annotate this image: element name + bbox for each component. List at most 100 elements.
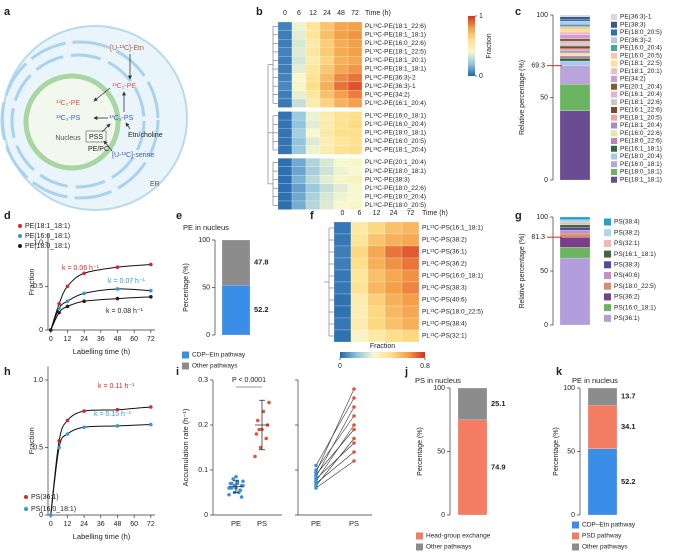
heat-cell <box>350 221 369 235</box>
heat-cell <box>350 305 369 319</box>
bar-segment <box>559 65 591 85</box>
annotation: k = 0.06 h⁻¹ <box>62 265 100 272</box>
legend-swatch <box>611 21 617 28</box>
bar-segment <box>587 448 618 516</box>
column-label: 12 <box>309 10 317 17</box>
bar-segment <box>559 257 591 326</box>
heat-cell <box>401 233 420 247</box>
heat-cell <box>347 81 363 91</box>
legend-swatch <box>611 122 617 129</box>
column-label: 24 <box>323 10 331 17</box>
bar-segment <box>559 58 591 62</box>
data-point <box>149 422 153 427</box>
bar-segment <box>559 31 591 35</box>
row-label: PL¹³C-PE(20:1_20:4) <box>365 159 426 166</box>
data-point <box>255 418 260 423</box>
panel-label: g <box>515 210 522 222</box>
heat-cell <box>347 90 363 100</box>
row-label: PL¹³C-PS(36:1) <box>422 249 467 256</box>
legend-label: PE(36:3)-2 <box>620 37 652 44</box>
row-label: PL¹³C-PE(18:1_18:1) <box>365 32 426 39</box>
legend-swatch <box>611 83 617 90</box>
data-point <box>267 400 271 405</box>
heat-cell <box>291 98 307 108</box>
legend-label: PE(18:0_22:6) <box>620 138 662 145</box>
bar-segment <box>559 16 591 20</box>
legend-label: PS(38:4) <box>614 219 640 226</box>
bar-segment <box>559 50 591 54</box>
heat-cell <box>291 137 307 146</box>
heat-cell <box>333 183 349 193</box>
heat-cell <box>291 145 307 155</box>
y-tick-label: 100 <box>536 12 548 19</box>
er-ring <box>10 53 146 189</box>
legend-swatch <box>611 107 617 113</box>
legend-label: PE(34:2) <box>620 76 646 83</box>
heat-cell <box>277 98 293 108</box>
panel-label: f <box>310 210 314 222</box>
bar-segment <box>221 285 251 336</box>
annotation: k = 0.11 h⁻¹ <box>98 383 135 390</box>
x-tick-label: 48 <box>114 336 122 343</box>
row-label: PL¹³C-PE(16:1_20:4) <box>365 100 426 107</box>
axis-title: Accumulation rate (h⁻¹) <box>181 408 190 486</box>
data-point <box>82 409 86 413</box>
panel-label: e <box>176 210 182 222</box>
label: [U-¹³C]-serine <box>112 152 154 159</box>
heat-cell <box>333 221 352 235</box>
heat-cell <box>291 38 307 48</box>
column-label: 0 <box>341 210 345 217</box>
heat-cell <box>305 21 321 31</box>
heat-cell <box>305 137 321 146</box>
legend-swatch <box>604 229 611 237</box>
data-point <box>241 479 245 484</box>
panel-label: b <box>256 6 263 18</box>
arrow <box>93 87 111 102</box>
panel-label: d <box>4 210 11 222</box>
y-tick-label: 0 <box>204 512 208 519</box>
y-tick-label: 100 <box>536 214 548 221</box>
row-label: PL¹³C-PS(16:1_18:1) <box>422 225 483 232</box>
data-point <box>314 483 318 488</box>
heat-cell <box>347 175 363 185</box>
panel-label: j <box>404 366 408 378</box>
y-tick-label: 50 <box>540 268 548 275</box>
column-label: 6 <box>297 10 301 17</box>
axis-title: Fraction <box>27 427 36 454</box>
bar-segment <box>559 26 591 30</box>
bar-segment <box>559 110 591 181</box>
heat-cell <box>367 233 386 247</box>
label: PSS <box>89 134 103 141</box>
heat-cell <box>333 64 349 74</box>
data-point <box>235 479 240 484</box>
data-point <box>82 271 86 276</box>
bar-segment <box>559 224 591 228</box>
label: Etn/choline <box>128 132 163 139</box>
chart-title: PE in nucleus <box>572 376 618 385</box>
bar-segment <box>559 34 591 39</box>
data-point <box>352 459 356 463</box>
heat-cell <box>350 293 369 307</box>
legend-label: PE(16:0_18:1) <box>25 233 70 240</box>
legend-label: PE(16:0_20:4) <box>620 45 662 52</box>
heat-cell <box>291 30 307 40</box>
heat-cell <box>333 257 352 271</box>
bar-segment <box>457 387 488 420</box>
bar-segment <box>559 237 591 248</box>
legend-marker <box>24 495 28 499</box>
legend-marker <box>24 507 28 511</box>
heat-cell <box>305 98 321 108</box>
cell-diagram: [U-¹³C]-Etn ¹³C₂-PE ¹³C₂-PE ¹³C₃-PS ¹³C₃… <box>0 25 188 211</box>
legend-label: PE(18:1_18:1) <box>25 223 70 230</box>
colorbar-tick-label: 0.8 <box>420 363 430 370</box>
legend-label: PS(18:0_22:5) <box>614 283 656 290</box>
heat-cell <box>367 269 386 283</box>
pair-line <box>315 397 355 466</box>
legend-swatch <box>611 114 617 121</box>
legend-swatch <box>611 37 617 44</box>
data-point <box>314 470 318 475</box>
heat-cell <box>367 245 386 259</box>
legend-label: CDP–Etn pathway <box>582 522 636 529</box>
marker-label: 69.3 <box>531 62 545 69</box>
legend-label: PS(16:0_18:1) <box>31 506 76 513</box>
